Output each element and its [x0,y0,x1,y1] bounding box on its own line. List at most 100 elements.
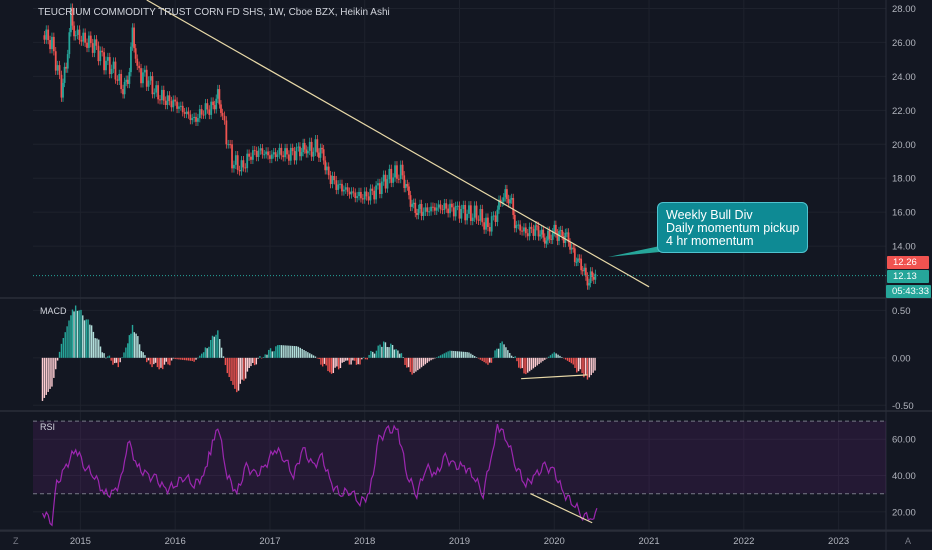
macd-bar [101,352,104,358]
macd-bar [193,357,195,362]
candle-body [272,152,275,155]
candle-body [365,191,368,197]
candle-body [269,155,271,159]
candle-body [536,225,538,227]
macd-bar [337,357,340,370]
macd-bar [581,357,583,374]
macd-bar [117,357,119,368]
candle-body [589,271,592,284]
macd-bar [201,353,203,358]
candle-body [143,69,146,73]
macd-bar [577,357,580,372]
candle-body [384,174,387,189]
macd-bar [226,357,228,374]
macd-bar [510,355,513,358]
y-tick-label: 16.00 [892,208,916,219]
macd-bar [357,357,359,365]
candle-body [68,32,71,55]
y-tick-label: 18.00 [892,174,916,185]
macd-bar [553,352,555,358]
macd-bar [85,319,88,358]
macd-bar [213,336,215,358]
macd-bar [195,357,197,360]
macd-bar [92,331,95,358]
candle-body [507,199,510,204]
macd-bar [275,346,277,358]
macd-bar [112,357,114,365]
macd-bar [547,356,550,358]
candle-body [105,60,107,71]
candle-body [56,65,59,71]
candle-body [403,175,406,189]
y-tick-label: 20.00 [892,507,916,518]
macd-bar [219,339,221,358]
annotation-line-1: Weekly Bull Div [666,208,753,222]
candle-body [147,80,150,87]
macd-bar [237,357,240,391]
candle-body [479,209,482,221]
countdown-tag: 05:43:33 [886,285,931,298]
candle-body [130,46,132,73]
macd-bar [170,357,173,361]
zoom-toggle[interactable]: Z [13,536,19,546]
macd-bar [366,357,368,360]
candle-body [452,207,455,217]
candle-body [176,101,178,109]
macd-bar [239,357,242,384]
macd-bar [341,357,343,363]
annotation-line-2: Daily momentum pickup [666,221,800,235]
macd-bar [293,346,296,358]
macd-bar [60,343,63,358]
macd-bar [368,354,370,358]
macd-bar [286,345,288,358]
candle-body [229,144,232,146]
macd-bar [494,350,496,358]
candle-body [530,226,533,229]
macd-bar [248,357,250,368]
macd-bar [47,357,49,392]
x-tick-label: 2017 [259,536,280,547]
last-price-tag: 12.26 [887,256,929,269]
candle-body [519,224,522,231]
macd-bar [551,353,554,358]
candle-body [62,82,64,98]
macd-bar [224,357,227,366]
macd-bar [76,310,79,358]
macd-bar [379,344,381,358]
candle-body [496,209,499,222]
candle-body [583,267,586,272]
annotation-callout[interactable]: Weekly Bull Div Daily momentum pickup 4 … [657,202,808,253]
macd-bar [559,355,561,358]
macd-bar [114,357,116,364]
macd-bar [512,357,515,358]
candle-body [170,101,173,108]
candle-body [288,154,290,161]
candle-body [408,186,410,196]
candle-body [166,95,169,106]
candle-body [447,208,450,214]
macd-bar [123,352,125,358]
macd-bar [470,353,472,358]
candle-body [588,283,590,286]
macd-bar [303,350,305,358]
y-tick-label: 20.00 [892,140,916,151]
y-tick-label: 0.50 [892,306,911,317]
candle-body [454,205,457,217]
x-tick-label: 2023 [828,536,849,547]
candle-body [371,188,374,191]
candle-body [401,164,404,176]
candle-body [164,100,167,106]
y-tick-label: 0.00 [892,353,911,364]
candle-body [108,57,111,75]
candle-body [181,105,184,113]
auto-scale-toggle[interactable]: A [905,536,912,546]
candle-body [225,120,228,145]
macd-bar [278,345,281,358]
candle-body [255,150,258,157]
macd-bar [41,357,44,401]
macd-bar [496,348,498,358]
candle-body [70,7,72,33]
macd-bar [232,357,234,385]
macd-bar [501,341,503,358]
